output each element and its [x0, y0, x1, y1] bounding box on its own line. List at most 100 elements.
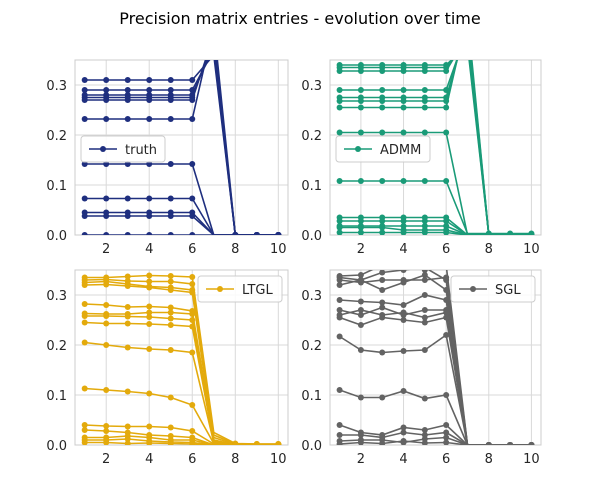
legend-label: ADMM [380, 143, 421, 158]
axes-frame [329, 59, 542, 236]
data-point [146, 278, 153, 285]
series-line [84, 197, 279, 235]
data-point [357, 87, 364, 93]
series-line [339, 316, 532, 445]
data-point [443, 262, 449, 268]
data-point [443, 178, 450, 184]
data-point [400, 348, 407, 354]
data-point [146, 423, 153, 430]
data-point [400, 438, 407, 444]
series-line [84, 211, 279, 235]
panel-sgl: 2 4 6 8 10 0.0 0.1 0.2 0.3 SGL [301, 262, 542, 467]
data-point [124, 344, 131, 351]
data-point [232, 232, 239, 235]
series-line [84, 60, 279, 235]
data-point [189, 213, 196, 219]
data-point [379, 104, 386, 111]
data-point [189, 428, 196, 434]
data-point [421, 129, 428, 136]
series-line [339, 131, 532, 235]
data-point [167, 304, 174, 311]
data-point [336, 129, 343, 136]
data-point [443, 218, 450, 224]
data-point [189, 349, 196, 356]
data-point [81, 213, 88, 219]
y-tick-label: 0.3 [301, 79, 322, 94]
series-line [84, 278, 279, 445]
series-line [339, 231, 532, 235]
x-tick-label: 6 [188, 242, 196, 257]
data-point [379, 68, 386, 74]
data-point [103, 77, 110, 83]
data-point [146, 116, 153, 122]
series-line [339, 60, 532, 235]
data-point [103, 195, 110, 202]
axes-frame [329, 269, 542, 446]
data-point [124, 213, 131, 219]
series-line [339, 294, 532, 445]
data-point [167, 116, 174, 122]
series-line [84, 315, 279, 445]
data-point [379, 98, 386, 104]
y-tick-label: 0.0 [301, 439, 322, 454]
data-point [167, 322, 174, 328]
data-point [189, 274, 196, 280]
data-point [336, 224, 343, 231]
y-tick-label: 0.0 [301, 229, 322, 244]
series-line [84, 424, 279, 445]
data-point [421, 218, 428, 224]
x-tick-label: 10 [523, 242, 540, 257]
data-point [146, 87, 153, 93]
data-point [421, 68, 428, 74]
series-line [339, 431, 532, 445]
series-line [84, 341, 279, 445]
data-point [189, 323, 196, 330]
data-point [443, 68, 450, 74]
data-point [124, 116, 131, 122]
data-point [124, 440, 131, 445]
data-point [103, 87, 110, 93]
data-point [443, 429, 450, 436]
data-point [103, 342, 110, 348]
x-tick-label: 6 [442, 452, 450, 467]
y-tick-label: 0.2 [301, 129, 322, 144]
data-point [81, 439, 88, 445]
data-point [421, 277, 428, 283]
data-point [421, 440, 428, 445]
data-point [357, 104, 364, 111]
series-line [339, 436, 532, 445]
y-tick-label: 0.2 [301, 339, 322, 354]
data-point [357, 178, 364, 184]
data-point [146, 346, 153, 352]
series-line [84, 321, 279, 445]
series-line [339, 424, 532, 445]
data-point [443, 227, 450, 233]
data-point [336, 441, 343, 445]
series-line [84, 283, 279, 445]
series-line [84, 435, 279, 445]
data-point [81, 427, 88, 433]
legend: truth [80, 135, 166, 163]
data-point [189, 402, 196, 408]
data-point [400, 424, 407, 431]
data-point [400, 68, 407, 74]
data-point [167, 287, 174, 293]
data-point [357, 98, 364, 104]
data-point [81, 422, 88, 428]
data-point [379, 304, 386, 311]
y-tick-label: 0.0 [46, 229, 67, 244]
data-point [103, 387, 110, 393]
data-point [443, 422, 450, 428]
series-line [84, 441, 279, 445]
data-point [167, 424, 174, 431]
data-point [400, 270, 407, 273]
data-point [357, 68, 364, 74]
x-tick-label: 4 [399, 242, 407, 257]
data-point [103, 232, 110, 235]
data-point [421, 292, 428, 298]
data-point [400, 87, 407, 93]
data-point [421, 307, 428, 313]
data-point [443, 439, 450, 445]
data-point [443, 309, 450, 316]
series-line [339, 180, 532, 235]
